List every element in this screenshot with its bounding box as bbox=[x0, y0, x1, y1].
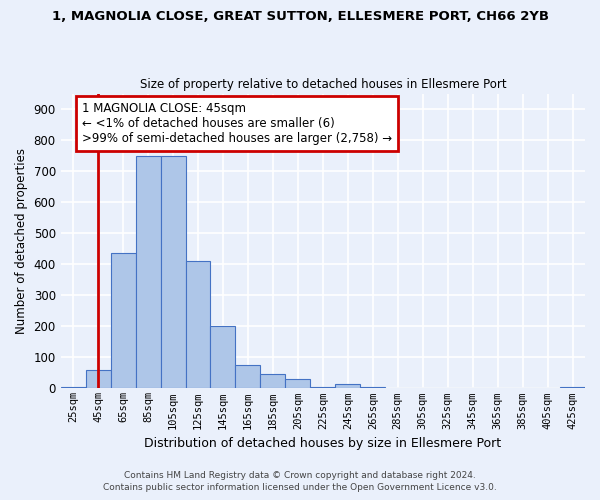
Bar bbox=[161, 156, 185, 388]
Bar bbox=[110, 254, 136, 388]
Bar bbox=[310, 387, 335, 388]
Bar bbox=[260, 374, 286, 388]
Title: Size of property relative to detached houses in Ellesmere Port: Size of property relative to detached ho… bbox=[140, 78, 506, 91]
Text: 1 MAGNOLIA CLOSE: 45sqm
← <1% of detached houses are smaller (6)
>99% of semi-de: 1 MAGNOLIA CLOSE: 45sqm ← <1% of detache… bbox=[82, 102, 392, 146]
Bar bbox=[136, 156, 161, 388]
Bar bbox=[235, 365, 260, 388]
Bar bbox=[86, 370, 110, 388]
Bar bbox=[211, 326, 235, 388]
Bar bbox=[185, 261, 211, 388]
Bar bbox=[335, 384, 360, 388]
Text: Contains HM Land Registry data © Crown copyright and database right 2024.
Contai: Contains HM Land Registry data © Crown c… bbox=[103, 471, 497, 492]
Bar bbox=[560, 387, 585, 388]
X-axis label: Distribution of detached houses by size in Ellesmere Port: Distribution of detached houses by size … bbox=[144, 437, 502, 450]
Y-axis label: Number of detached properties: Number of detached properties bbox=[15, 148, 28, 334]
Bar bbox=[360, 387, 385, 388]
Bar bbox=[61, 387, 86, 388]
Bar bbox=[286, 379, 310, 388]
Text: 1, MAGNOLIA CLOSE, GREAT SUTTON, ELLESMERE PORT, CH66 2YB: 1, MAGNOLIA CLOSE, GREAT SUTTON, ELLESME… bbox=[52, 10, 548, 23]
